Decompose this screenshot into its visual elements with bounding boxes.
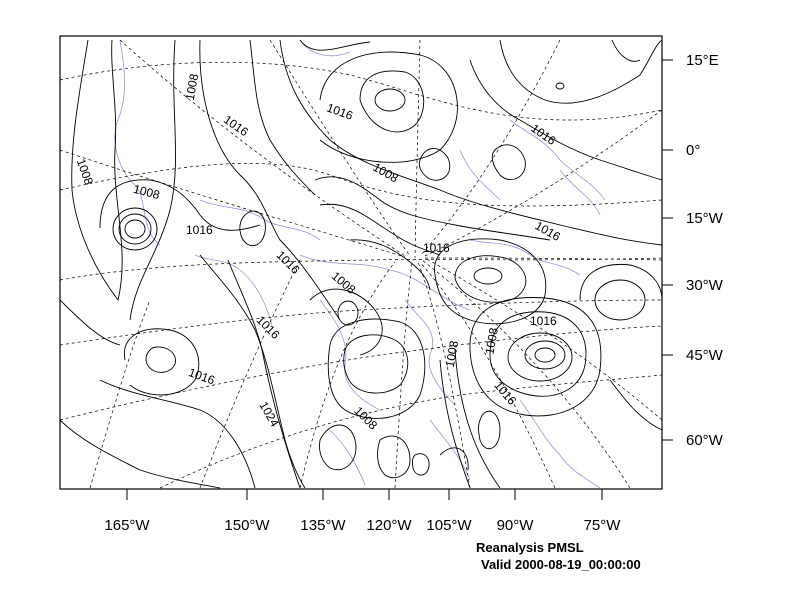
right-axis-labels: 15°E 0° 15°W 30°W 45°W 60°W — [686, 52, 724, 449]
pressure-contours — [60, 39, 662, 489]
contour-label: 1008 — [74, 157, 96, 187]
graticule — [60, 39, 662, 489]
bottom-axis-labels: 165°W 150°W 135°W 120°W 105°W 90°W 75°W — [104, 517, 621, 534]
footer-valid-time: Valid 2000-08-19_00:00:00 — [481, 557, 641, 572]
lat-label: 60°W — [686, 432, 724, 449]
contour-labels: 1008 1016 1008 1016 1008 1008 1016 1016 … — [74, 72, 563, 432]
lon-label: 90°W — [497, 517, 535, 534]
lon-label: 150°W — [224, 517, 270, 534]
map-frame — [59, 35, 663, 490]
contour-label: 1008 — [443, 339, 461, 368]
contour-label: 1016 — [325, 101, 355, 123]
footer-title: Reanalysis PMSL — [476, 540, 584, 555]
lat-label: 15°W — [686, 210, 724, 227]
contour-label: 1016 — [423, 241, 450, 255]
lon-label: 120°W — [366, 517, 412, 534]
contour-label: 1008 — [482, 326, 500, 355]
lon-label: 75°W — [584, 517, 622, 534]
lat-label: 15°E — [686, 52, 719, 69]
contour-label: 1016 — [274, 248, 303, 277]
lon-label: 105°W — [426, 517, 472, 534]
contour-label: 1016 — [221, 112, 251, 139]
contour-label: 1016 — [528, 121, 558, 148]
lat-label: 0° — [686, 142, 700, 159]
contour-label: 1016 — [533, 218, 563, 244]
contour-label: 1024 — [256, 399, 282, 429]
contour-label: 1008 — [371, 160, 401, 186]
right-axis-ticks — [662, 59, 673, 441]
lon-label: 165°W — [104, 517, 150, 534]
contour-label: 1008 — [132, 182, 162, 203]
bottom-axis-ticks — [126, 489, 603, 500]
lat-label: 30°W — [686, 277, 724, 294]
contour-label: 1008 — [183, 72, 201, 101]
contour-label: 1016 — [530, 314, 557, 328]
contour-label: 1016 — [186, 223, 213, 237]
lat-label: 45°W — [686, 347, 724, 364]
lon-label: 135°W — [300, 517, 346, 534]
